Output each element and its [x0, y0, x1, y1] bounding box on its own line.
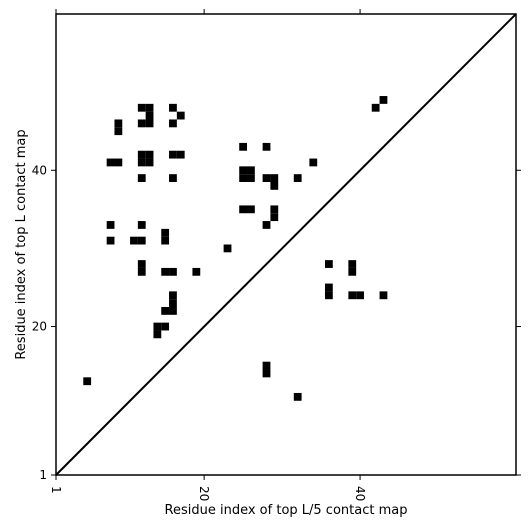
contact-cell	[324, 283, 333, 292]
contact-cell	[114, 127, 123, 136]
contact-cell	[106, 221, 115, 229]
contact-cell	[161, 267, 170, 276]
contact-cell	[130, 236, 138, 245]
tick-label: 20	[32, 320, 47, 334]
contact-cell	[262, 174, 271, 182]
contact-cell	[169, 103, 177, 112]
contact-cell	[324, 260, 333, 268]
contact-cell	[145, 119, 154, 128]
contact-cell	[262, 369, 271, 378]
tick-label: 20	[197, 486, 211, 501]
contact-cell	[270, 213, 279, 222]
contact-cell	[153, 330, 162, 339]
contact-cell	[356, 291, 364, 300]
contact-cell	[169, 119, 177, 128]
tick-label: 1	[39, 468, 47, 482]
contact-cell	[379, 96, 388, 104]
contact-cell	[262, 221, 271, 229]
contact-cell	[247, 174, 255, 182]
contact-cell	[239, 166, 248, 175]
contact-cell	[169, 174, 177, 182]
contact-cell	[161, 307, 170, 315]
contact-cell	[161, 228, 170, 237]
contact-cell	[137, 103, 146, 112]
contact-cell	[137, 174, 146, 182]
contact-cell	[137, 221, 146, 229]
contact-cell	[153, 322, 162, 331]
contact-cell	[176, 111, 185, 120]
contact-cell	[324, 291, 333, 300]
contact-cell	[137, 236, 146, 245]
contact-cell	[137, 150, 146, 159]
contact-cell	[192, 267, 201, 276]
contact-cell	[145, 158, 154, 167]
plot-frame	[55, 13, 517, 476]
contact-cell	[145, 111, 154, 120]
contact-cell	[270, 181, 279, 190]
contact-cell	[114, 158, 123, 167]
contact-cell	[106, 158, 115, 167]
contact-cell	[145, 103, 154, 112]
contact-cell	[161, 236, 170, 245]
tick-label: 1	[49, 486, 63, 494]
contact-cell	[239, 174, 248, 182]
contact-cell	[145, 150, 154, 159]
contact-cell	[169, 150, 177, 159]
contact-cell	[161, 322, 170, 331]
diagonal-line	[55, 13, 517, 476]
contact-cell	[137, 119, 146, 128]
contact-cell	[114, 119, 123, 128]
tick-label: 40	[32, 163, 47, 177]
contact-cell	[239, 205, 248, 214]
contact-cell	[348, 267, 357, 276]
contact-cell	[247, 166, 255, 175]
contact-cell	[293, 392, 302, 401]
contact-cell	[137, 267, 146, 276]
contact-cell	[176, 150, 185, 159]
contact-cell	[379, 291, 388, 300]
contact-cell	[223, 244, 232, 253]
contact-cell	[348, 260, 357, 268]
contact-cell	[309, 158, 318, 167]
contact-cell	[247, 205, 255, 214]
contact-cell	[293, 174, 302, 182]
contact-cell	[137, 260, 146, 268]
contact-cell	[348, 291, 357, 300]
x-axis-label: Residue index of top L/5 contact map	[165, 503, 408, 518]
contact-cell	[270, 174, 279, 182]
contact-cells	[83, 96, 388, 401]
contact-cell	[137, 158, 146, 167]
contact-cell	[106, 236, 115, 245]
contact-cell	[169, 307, 177, 315]
y-axis-label: Residue index of top L contact map	[14, 129, 29, 359]
contact-cell	[169, 267, 177, 276]
contact-cell	[83, 377, 92, 386]
contact-cell	[169, 299, 177, 307]
contact-cell	[169, 291, 177, 300]
contact-cell	[262, 361, 271, 370]
tick-label: 40	[353, 486, 367, 501]
contact-cell	[239, 142, 248, 151]
contact-cell	[371, 103, 380, 112]
contact-cell	[262, 142, 271, 151]
axis-ticks: 1 20 40 1 20 40	[32, 9, 521, 501]
contact-cell	[270, 205, 279, 214]
